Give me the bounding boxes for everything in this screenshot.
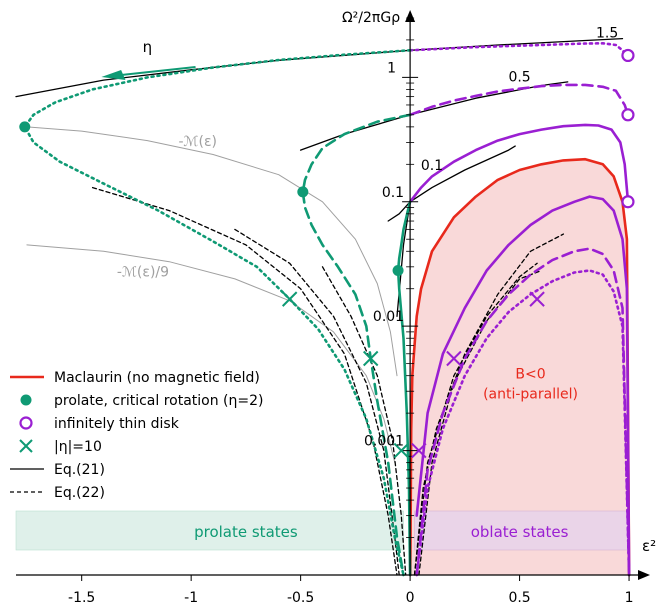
- series-black-solid-3: [299, 81, 569, 151]
- eta10-cross-marker: [362, 350, 379, 367]
- cross-stroke: [281, 291, 298, 307]
- series-oblate-solid-14: [415, 195, 631, 577]
- text-layer: -1.5 -1 -0.5 0 0.5 1 1 0.1 0.01 0.001 Ω²/2πGρ ε² 1.5…: [68, 10, 656, 606]
- cross-stroke: [393, 442, 410, 459]
- eta10-cross-marker: [393, 442, 410, 459]
- anti-parallel-region: [410, 159, 630, 575]
- series-black-dashed-8: [321, 266, 407, 576]
- eta10-cross-marker: [281, 291, 298, 307]
- series-oblate-dotted-18: [415, 269, 631, 577]
- prolate-band-label: prolate states: [194, 523, 298, 541]
- x-tick-label: 0: [406, 590, 415, 606]
- curve-label: 0.1: [421, 158, 443, 174]
- fill-layer: [410, 159, 630, 575]
- x-tick-label: -1: [184, 590, 198, 606]
- curve-label: 1.5: [596, 25, 618, 41]
- legend-swatch-critical: [20, 394, 32, 406]
- legend-swatch-eta10: [19, 439, 33, 453]
- y-tick-label: 0.001: [364, 434, 404, 450]
- eta-arrow-head: [101, 70, 126, 80]
- x-tick-label: 0.5: [508, 590, 530, 606]
- gray-curve-label: -ℳ(ε): [178, 134, 217, 150]
- critical-rotation-marker: [297, 186, 309, 198]
- x-tick-label: -1.5: [68, 590, 95, 606]
- eta10-cross-marker: [411, 442, 427, 459]
- cross-stroke: [362, 350, 379, 367]
- series-black-dashed-11: [418, 269, 543, 576]
- x-tick-label: -0.5: [287, 590, 314, 606]
- x-axis-label: ε²: [642, 537, 656, 555]
- x-axis-arrowhead: [638, 570, 650, 580]
- series-prolate-dashed-20: [301, 113, 412, 577]
- band-layer: [15, 510, 630, 551]
- marker-layer: [19, 48, 635, 459]
- series-black-dashed-6: [91, 186, 398, 576]
- series-oblate-solid-13: [408, 123, 630, 204]
- eta10-cross-marker: [446, 350, 462, 367]
- legend-label: infinitely thin disk: [54, 416, 180, 432]
- legend-label: prolate, critical rotation (η=2): [54, 393, 264, 409]
- series-oblate-dashed-16: [415, 247, 631, 577]
- y-axis-arrowhead: [405, 10, 416, 22]
- thin-disk-marker: [621, 48, 635, 63]
- thin-disk-marker: [621, 108, 635, 122]
- series-black-dashed-9: [413, 233, 565, 576]
- series-oblate-dotted-17: [408, 42, 629, 57]
- eta10-cross-marker: [529, 291, 545, 307]
- legend-label: Eq.(22): [54, 485, 105, 501]
- eta-label: η: [143, 38, 153, 56]
- eta-arrow-shaft: [112, 66, 196, 77]
- anti-parallel-label: B<0: [515, 366, 545, 382]
- legend-swatch-thin-disk: [19, 416, 33, 430]
- critical-rotation-marker: [392, 265, 404, 277]
- anti-parallel-label: (anti-parallel): [483, 386, 578, 402]
- oblate-band: [414, 510, 630, 551]
- cross-stroke: [446, 350, 462, 367]
- curve-label: 0.5: [508, 69, 530, 85]
- cross-stroke: [411, 442, 427, 459]
- legend-label: Maclaurin (no magnetic field): [54, 370, 260, 386]
- y-tick-label: 0.1: [382, 185, 404, 201]
- cross-stroke: [19, 439, 33, 453]
- y-tick-label: 0.01: [373, 309, 404, 325]
- series-black-solid-4: [387, 145, 516, 222]
- legend-label: Eq.(21): [54, 462, 105, 478]
- cross-stroke: [529, 291, 545, 307]
- legend: Maclaurin (no magnetic field) prolate, cr…: [10, 370, 264, 501]
- axes-layer: [16, 10, 650, 581]
- y-tick-label: 1: [387, 60, 396, 76]
- gray-curve-label: -ℳ(ε)/9: [117, 265, 169, 281]
- curve-layer: [15, 37, 631, 577]
- thin-disk-marker: [621, 195, 635, 209]
- series-oblate-dashed-15: [408, 83, 630, 117]
- series-prolate-dotted-19: [23, 49, 412, 577]
- y-axis-label: Ω²/2πGρ: [342, 10, 400, 26]
- prolate-band: [15, 510, 404, 551]
- series-black-dashed-10: [413, 262, 538, 576]
- x-tick-label: 1: [625, 590, 634, 606]
- oblate-band-label: oblate states: [471, 523, 569, 541]
- critical-rotation-marker: [19, 121, 31, 133]
- legend-label: |η|=10: [54, 439, 102, 455]
- series-gray-solid-0: [26, 126, 398, 377]
